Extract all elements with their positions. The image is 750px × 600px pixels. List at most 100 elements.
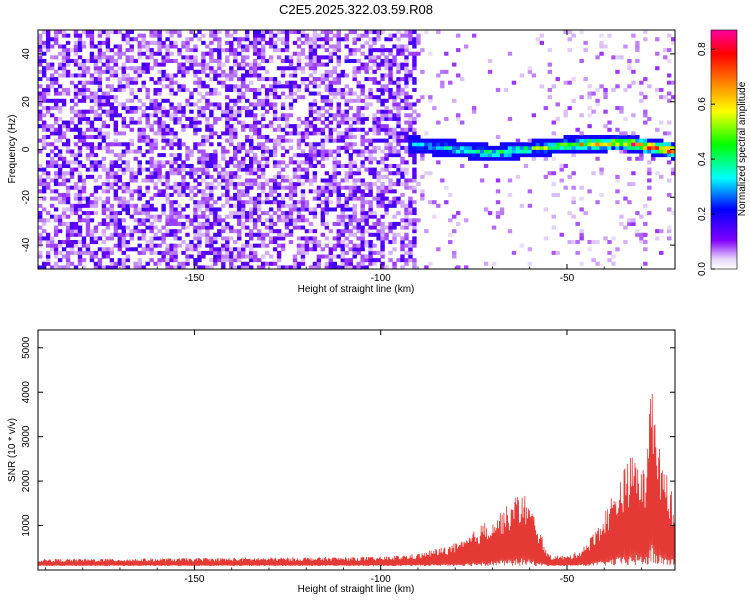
spectrogram-cell [599, 138, 604, 143]
spectrogram-cell [559, 138, 564, 143]
spectrogram-cell [312, 58, 318, 63]
spectrogram-cell [229, 98, 234, 103]
spectrogram-cell [384, 106, 389, 111]
spectrogram-cell [85, 211, 91, 216]
spectrogram-cell [249, 73, 254, 78]
spectrogram-cell [332, 138, 337, 143]
spectrogram-cell [619, 131, 624, 136]
spectrogram-cell [125, 106, 130, 111]
spectrogram-cell [308, 120, 314, 125]
spectrogram-cell [328, 106, 334, 111]
spectrogram-cell [145, 87, 150, 92]
spectrogram-cell [105, 214, 111, 219]
spectrogram-cell [193, 124, 198, 129]
spectrogram-cell [137, 127, 142, 132]
spectrogram-cell [360, 214, 365, 219]
spectrogram-cell [328, 192, 334, 197]
spectrogram-cell [205, 265, 210, 269]
spectrogram-cell [177, 30, 182, 35]
spectrogram-cell [272, 145, 278, 150]
spectrogram-cell [312, 229, 318, 234]
spectrogram-cell [499, 207, 505, 212]
spectrogram-cell [57, 200, 63, 205]
spectrogram-cell [328, 55, 334, 60]
spectrogram-cell [197, 98, 202, 103]
spectrogram-cell [312, 131, 318, 136]
spectrogram-cell [268, 153, 274, 158]
spectrogram-cell [69, 240, 75, 245]
spectrogram-cell [38, 189, 43, 194]
spectrogram-cell [209, 30, 214, 35]
spectrogram-cell [252, 171, 258, 176]
spectrogram-cell [173, 229, 178, 234]
spectrogram-cell [38, 254, 43, 259]
spectrogram-cell [193, 145, 198, 150]
spectrogram-cell [169, 138, 174, 143]
spectrogram-cell [268, 138, 274, 143]
spectrogram-cell [348, 106, 353, 111]
spectrogram-cell [639, 91, 644, 96]
spectrogram-cell [320, 77, 326, 82]
spectrogram-cell [105, 124, 111, 129]
spectrogram-cell [201, 211, 206, 216]
spectrogram-cell [452, 254, 457, 259]
spectrogram-cell [444, 138, 449, 143]
spectrogram-cell [436, 145, 441, 150]
spectrogram-cell [41, 58, 47, 63]
spectrogram-cell [89, 167, 95, 172]
spectrogram-cell [264, 261, 270, 266]
spectrogram-cell [575, 138, 580, 143]
spectrogram-cell [284, 37, 290, 42]
spectrogram-cell [229, 236, 234, 241]
spectrogram-cell [245, 171, 250, 176]
spectrogram-cell [249, 247, 254, 252]
spectrogram-cell [507, 145, 513, 150]
spectrogram-cell [233, 30, 238, 35]
spectrogram-cell [460, 77, 465, 82]
spectrogram-cell [109, 185, 115, 190]
spectrogram-cell [117, 258, 123, 263]
spectrogram-cell [241, 48, 246, 53]
spectrogram-cell [252, 153, 258, 158]
spectrogram-cell [121, 225, 126, 230]
spectrogram-cell [109, 55, 115, 60]
spectrogram-cell [599, 135, 604, 140]
spectrogram-cell [81, 182, 87, 187]
spectrogram-cell [603, 145, 608, 150]
spectrogram-cell [380, 51, 385, 56]
spectrogram-cell [53, 232, 59, 237]
spectrogram-cell [38, 116, 43, 121]
spectrogram-cell [288, 62, 294, 67]
spectrogram-cell [260, 240, 266, 245]
spectrogram-cell [396, 149, 401, 154]
spectrogram-cell [392, 58, 397, 63]
spectrogram-cell [344, 113, 349, 118]
spectrogram-cell [105, 113, 111, 118]
spectrogram-cell [336, 131, 341, 136]
spectrogram-cell [149, 156, 154, 161]
spectrogram-cell [503, 156, 509, 161]
spectrogram-cell [408, 200, 413, 205]
spectrogram-cell [165, 200, 170, 205]
spectrogram-cell [328, 98, 334, 103]
spectrogram-cell [233, 69, 238, 74]
spectrogram-cell [436, 138, 441, 143]
spectrogram-cell [245, 62, 250, 67]
spectrogram-cell [229, 138, 234, 143]
spectrogram-cell [444, 185, 449, 190]
spectrogram-cell [272, 102, 278, 107]
spectrogram-cell [81, 240, 87, 245]
spectrogram-cell [408, 127, 413, 132]
spectrogram-cell [316, 142, 322, 147]
spectrogram-cell [173, 211, 178, 216]
spectrogram-cell [260, 33, 266, 38]
spectrogram-cell [308, 124, 314, 129]
spectrogram-cell [272, 160, 278, 165]
spectrogram-cell [300, 261, 306, 266]
spectrogram-cell [93, 163, 99, 168]
spectrogram-cell [189, 243, 194, 248]
spectrogram-cell [125, 189, 130, 194]
spectrogram-cell [252, 200, 258, 205]
spectrogram-cell [671, 167, 675, 172]
spectrogram-cell [177, 261, 182, 266]
